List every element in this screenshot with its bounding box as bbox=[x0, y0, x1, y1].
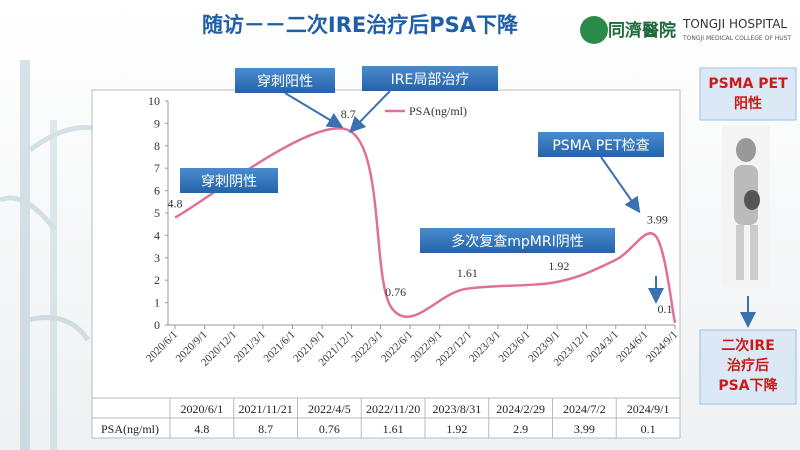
side-box bbox=[699, 67, 797, 121]
pet-image bbox=[736, 138, 756, 162]
table-header: 2021/11/21 bbox=[239, 402, 293, 416]
table-header: 2022/11/20 bbox=[366, 402, 420, 416]
annotation-box bbox=[180, 168, 278, 193]
annotation: PSMA PET检查 bbox=[552, 138, 649, 154]
y-tick-label: 7 bbox=[154, 161, 160, 175]
y-tick-label: 8 bbox=[154, 139, 160, 153]
annotation: 多次复查mpMRI阴性 bbox=[451, 233, 583, 250]
logo-sub: TONGJI MEDICAL COLLEGE OF HUST bbox=[682, 35, 791, 42]
pet-image bbox=[744, 190, 760, 210]
y-tick-label: 0 bbox=[154, 318, 160, 332]
arrow bbox=[600, 156, 641, 214]
annotation-box bbox=[538, 132, 664, 157]
table-cell: 1.61 bbox=[383, 422, 404, 436]
y-tick-label: 5 bbox=[154, 206, 160, 220]
table-header: 2024/7/2 bbox=[563, 402, 606, 416]
y-tick-label: 10 bbox=[148, 94, 160, 108]
side-text: 阳性 bbox=[734, 95, 762, 112]
annotation: 穿刺阳性 bbox=[257, 74, 313, 90]
side-text: 治疗后 bbox=[727, 357, 769, 374]
slide-title: 随访－－二次IRE治疗后PSA下降 bbox=[202, 13, 519, 37]
table-header: 2023/8/31 bbox=[433, 402, 482, 416]
arrow bbox=[284, 92, 344, 129]
data-label: 1.61 bbox=[457, 266, 478, 280]
legend-label: PSA(ng/ml) bbox=[409, 104, 467, 118]
table-cell: 1.92 bbox=[446, 422, 467, 436]
y-tick-label: 1 bbox=[154, 296, 160, 310]
data-label: 4.8 bbox=[168, 196, 183, 210]
logo-icon bbox=[580, 16, 608, 44]
y-tick-label: 4 bbox=[154, 228, 160, 242]
annotation: 穿刺阴性 bbox=[201, 174, 257, 190]
data-label: 1.92 bbox=[548, 259, 569, 273]
pet-image bbox=[750, 225, 758, 280]
table-row-header: PSA(ng/ml) bbox=[101, 422, 159, 436]
table-header: 2024/9/1 bbox=[627, 402, 670, 416]
side-text: PSA下降 bbox=[718, 377, 778, 394]
table-header: 2022/4/5 bbox=[308, 402, 351, 416]
data-label: 0.76 bbox=[385, 285, 406, 299]
table-cell: 3.99 bbox=[574, 422, 595, 436]
annotation-box bbox=[235, 68, 335, 93]
table-header: 2020/6/1 bbox=[181, 402, 224, 416]
y-tick-label: 6 bbox=[154, 184, 160, 198]
side-box bbox=[699, 329, 797, 405]
arrow bbox=[349, 90, 391, 133]
pet-image bbox=[736, 225, 744, 280]
y-tick-label: 3 bbox=[154, 251, 160, 265]
table-cell: 8.7 bbox=[258, 422, 273, 436]
table-cell: 4.8 bbox=[194, 422, 209, 436]
annotation-box bbox=[420, 228, 615, 253]
annotation-box bbox=[362, 66, 498, 91]
table-header: 2024/2/29 bbox=[496, 402, 545, 416]
logo-cn: 同濟醫院 bbox=[608, 20, 676, 40]
data-label: 3.99 bbox=[647, 213, 668, 227]
annotation: IRE局部治疗 bbox=[391, 72, 470, 88]
y-tick-label: 9 bbox=[154, 116, 160, 130]
side-text: PSMA PET bbox=[708, 76, 788, 92]
data-label: 8.7 bbox=[341, 107, 356, 121]
side-text: 二次IRE bbox=[721, 337, 775, 354]
table-cell: 0.76 bbox=[319, 422, 340, 436]
data-label: 0.1 bbox=[658, 302, 673, 316]
table-cell: 2.9 bbox=[513, 422, 528, 436]
table-cell: 0.1 bbox=[641, 422, 656, 436]
y-tick-label: 2 bbox=[154, 273, 160, 287]
logo-en: TONGJI HOSPITAL bbox=[682, 17, 787, 31]
line-series bbox=[174, 127, 677, 324]
